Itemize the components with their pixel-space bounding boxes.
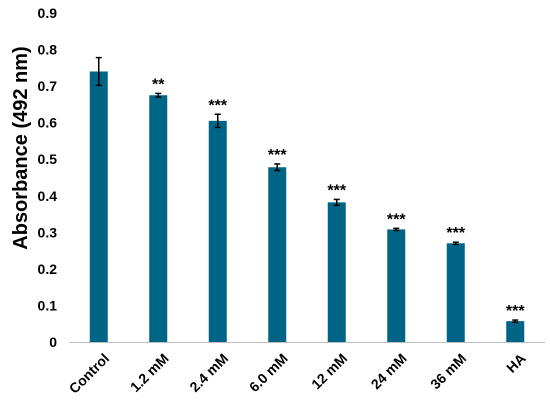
- bar: [89, 71, 108, 342]
- significance-labels: ********************: [152, 76, 525, 320]
- x-tick-label: 6.0 mM: [246, 350, 291, 395]
- significance-label: ***: [208, 97, 227, 114]
- y-tick-label: 0.6: [38, 115, 58, 131]
- x-tick-label: HA: [503, 350, 529, 376]
- significance-label: ***: [506, 303, 525, 320]
- y-tick-label: 0.4: [38, 188, 58, 204]
- significance-label: **: [152, 76, 165, 93]
- bar: [327, 202, 346, 342]
- bar: [149, 95, 168, 342]
- x-tick-label: 12 mM: [308, 350, 350, 392]
- error-bars: [95, 56, 519, 324]
- bars: [89, 71, 525, 342]
- y-tick-label: 0.5: [38, 151, 58, 167]
- significance-label: ***: [268, 147, 287, 164]
- error-bar: [274, 163, 281, 172]
- x-tick-label: Control: [66, 350, 113, 397]
- error-bar: [512, 319, 519, 324]
- significance-label: ***: [387, 211, 406, 228]
- bar: [268, 167, 287, 342]
- error-bar: [95, 56, 102, 87]
- y-tick-label: 0: [49, 334, 57, 350]
- error-bar: [214, 113, 221, 129]
- y-axis-ticks: 0 0.1 0.2 0.3 0.4 0.5 0.6 0.7 0.8 0.9: [38, 5, 58, 350]
- error-bar: [155, 92, 162, 98]
- y-tick-label: 0.9: [38, 5, 58, 21]
- x-tick-label: 36 mM: [427, 350, 469, 392]
- y-tick-label: 0.8: [38, 42, 58, 58]
- y-axis-label: Absorbance (492 nm): [10, 46, 32, 249]
- y-tick-label: 0.2: [38, 261, 58, 277]
- error-bar: [452, 241, 459, 246]
- x-tick-label: 2.4 mM: [186, 350, 231, 395]
- x-tick-label: 24 mM: [368, 350, 410, 392]
- bar: [446, 243, 465, 342]
- bar: [506, 321, 525, 342]
- error-bar: [333, 198, 340, 207]
- y-tick-label: 0.7: [38, 78, 58, 94]
- bar: [387, 229, 406, 342]
- x-axis-ticks: Control 1.2 mM 2.4 mM 6.0 mM 12 mM 24 mM 36 mM…: [66, 350, 529, 397]
- significance-label: ***: [327, 182, 346, 199]
- significance-label: ***: [446, 225, 465, 242]
- x-tick-label: 1.2 mM: [127, 350, 172, 395]
- bar: [208, 120, 227, 342]
- error-bar: [393, 227, 400, 232]
- y-tick-label: 0.3: [38, 224, 58, 240]
- y-tick-label: 0.1: [38, 297, 58, 313]
